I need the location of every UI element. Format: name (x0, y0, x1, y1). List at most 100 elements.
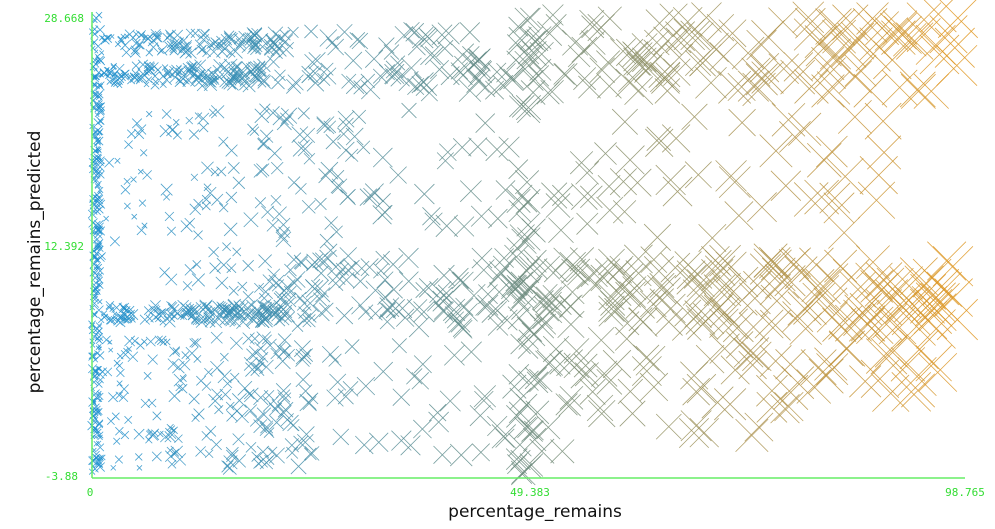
scatter-point (142, 34, 149, 41)
scatter-point (718, 166, 751, 199)
scatter-point (468, 51, 487, 70)
scatter-point (328, 275, 344, 291)
scatter-point (127, 76, 136, 85)
scatter-point (160, 430, 172, 443)
scatter-point (453, 216, 475, 237)
scatter-point (227, 162, 240, 174)
scatter-point (279, 344, 291, 357)
scatter-point (573, 353, 598, 378)
scatter-point (270, 347, 282, 360)
scatter-point (706, 13, 735, 42)
scatter-point (400, 435, 421, 456)
scatter-point (704, 293, 734, 324)
scatter-point (515, 393, 538, 416)
scatter-point (455, 297, 474, 316)
scatter-point (206, 40, 215, 49)
scatter-point (95, 419, 104, 428)
scatter-point (518, 455, 542, 478)
scatter-point (356, 376, 376, 396)
scatter-point (280, 107, 298, 124)
scatter-point (880, 12, 917, 50)
scatter-point (271, 75, 285, 90)
scatter-point (129, 315, 135, 321)
scatter-point (525, 400, 550, 425)
scatter-point (420, 44, 441, 66)
scatter-point (95, 263, 103, 271)
scatter-point (164, 211, 175, 222)
scatter-point (837, 99, 872, 134)
scatter-point (424, 46, 444, 66)
scatter-point (95, 93, 103, 101)
scatter-point (936, 44, 978, 86)
scatter-point (164, 450, 177, 463)
scatter-point (113, 315, 123, 326)
scatter-point (98, 272, 103, 277)
scatter-point (432, 290, 454, 312)
scatter-point (257, 138, 269, 150)
scatter-point (146, 110, 153, 118)
scatter-point (789, 312, 822, 345)
scatter-point (313, 292, 327, 307)
scatter-point (109, 34, 115, 39)
scatter-point (209, 262, 221, 274)
scatter-point (517, 192, 538, 213)
scatter-point (319, 233, 335, 249)
scatter-point (452, 138, 472, 157)
scatter-point (93, 293, 98, 298)
scatter-point (116, 352, 124, 360)
scatter-point (543, 258, 568, 283)
scatter-point (241, 61, 252, 71)
scatter-point (96, 443, 105, 452)
scatter-point (487, 315, 509, 336)
scatter-point (91, 270, 99, 277)
scatter-point (799, 247, 834, 283)
scatter-point (435, 214, 458, 238)
scatter-point (255, 39, 270, 55)
scatter-point (95, 322, 103, 329)
scatter-point (174, 434, 183, 444)
scatter-point (131, 213, 138, 220)
scatter-point (849, 365, 882, 398)
scatter-point (115, 391, 124, 399)
scatter-point (436, 39, 454, 58)
scatter-point (435, 286, 453, 304)
scatter-point (828, 305, 863, 340)
scatter-point (598, 295, 625, 322)
scatter-point (92, 83, 98, 88)
scatter-point (878, 306, 917, 345)
scatter-point (520, 7, 541, 29)
scatter-point (596, 73, 622, 99)
scatter-point (695, 66, 727, 99)
scatter-point (611, 108, 638, 135)
scatter-point (741, 57, 771, 87)
scatter-point (804, 25, 838, 59)
scatter-point (193, 230, 203, 240)
scatter-point (141, 222, 148, 229)
scatter-point (262, 274, 277, 289)
scatter-point (96, 276, 101, 281)
scatter-point (545, 193, 571, 218)
scatter-point (536, 255, 561, 280)
scatter-point (759, 134, 793, 168)
scatter-point (201, 201, 211, 211)
scatter-point (96, 106, 105, 115)
scatter-point (508, 16, 529, 37)
scatter-point (535, 313, 557, 335)
scatter-point (815, 8, 852, 45)
scatter-point (182, 77, 190, 85)
scatter-point (617, 378, 643, 405)
scatter-point (468, 137, 488, 157)
scatter-point (781, 247, 812, 278)
scatter-point (356, 140, 371, 155)
scatter-point (344, 339, 360, 354)
scatter-point (749, 253, 782, 285)
scatter-point (901, 373, 936, 408)
scatter-point (233, 39, 246, 52)
scatter-point (612, 200, 637, 224)
scatter-point (379, 297, 400, 318)
scatter-point (413, 419, 432, 439)
scatter-point (172, 118, 180, 126)
scatter-point (159, 318, 167, 326)
scatter-point (203, 305, 213, 315)
scatter-point (653, 26, 682, 56)
